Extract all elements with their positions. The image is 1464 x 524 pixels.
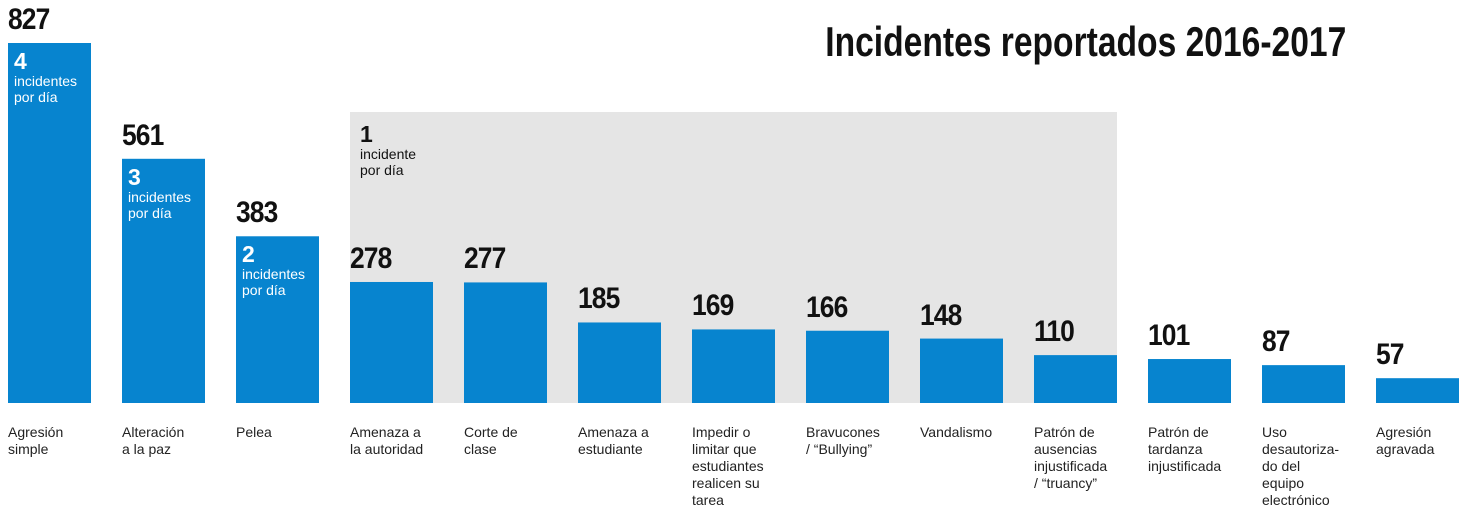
bar bbox=[1262, 365, 1345, 403]
value-label: 87 bbox=[1262, 325, 1291, 359]
x-tick-label: Amenaza a la autoridad bbox=[350, 424, 424, 457]
value-label: 383 bbox=[236, 196, 278, 230]
bar bbox=[692, 329, 775, 403]
bar bbox=[350, 281, 433, 403]
value-label: 561 bbox=[122, 118, 164, 152]
x-tick-label: Agresión simple bbox=[8, 424, 64, 457]
value-label: 827 bbox=[8, 3, 50, 36]
x-tick-label: Amenaza a estudiante bbox=[578, 424, 649, 457]
value-label: 169 bbox=[692, 289, 734, 323]
bar bbox=[122, 158, 205, 403]
rate-label: 1 bbox=[360, 121, 373, 147]
value-label: 278 bbox=[350, 241, 392, 275]
rate-label: 2 bbox=[242, 241, 255, 268]
value-label: 277 bbox=[464, 242, 506, 276]
bar bbox=[806, 330, 889, 403]
value-label: 166 bbox=[806, 290, 848, 324]
bar bbox=[1034, 355, 1117, 403]
x-tick-label: Uso desautoriza- do del equipo electróni… bbox=[1262, 424, 1340, 508]
bar bbox=[1376, 378, 1459, 403]
value-label: 101 bbox=[1148, 319, 1190, 353]
chart-title: Incidentes reportados 2016-2017 bbox=[824, 18, 1346, 65]
rate-text: incidente por día bbox=[360, 146, 417, 178]
bar bbox=[578, 322, 661, 403]
rate-label: 4 bbox=[14, 48, 27, 74]
rate-text: incidentes por día bbox=[14, 73, 78, 105]
x-tick-label: Vandalismo bbox=[920, 424, 993, 440]
rate-text: incidentes por día bbox=[242, 266, 306, 299]
value-label: 148 bbox=[920, 298, 962, 332]
value-label: 57 bbox=[1376, 338, 1405, 372]
bar bbox=[8, 43, 91, 403]
bar bbox=[920, 338, 1003, 403]
x-tick-label: Corte de clase bbox=[464, 424, 518, 457]
x-tick-label: Patrón de tardanza injustificada bbox=[1148, 424, 1222, 474]
bar bbox=[236, 236, 319, 403]
x-tick-label: Alteración a la paz bbox=[122, 424, 185, 457]
bar bbox=[464, 282, 547, 403]
rate-label: 3 bbox=[128, 163, 141, 190]
x-tick-label: Bravucones / “Bullying” bbox=[806, 424, 880, 457]
bar bbox=[1148, 359, 1231, 403]
x-tick-label: Pelea bbox=[236, 424, 272, 440]
rate-text: incidentes por día bbox=[128, 188, 192, 221]
value-label: 185 bbox=[578, 282, 620, 316]
x-tick-label: Patrón de ausencias injustificada / “tru… bbox=[1034, 424, 1108, 491]
value-label: 110 bbox=[1034, 315, 1075, 349]
x-tick-label: Impedir o limitar que estudiantes realic… bbox=[692, 424, 764, 508]
x-tick-label: Agresión agravada bbox=[1376, 424, 1435, 457]
